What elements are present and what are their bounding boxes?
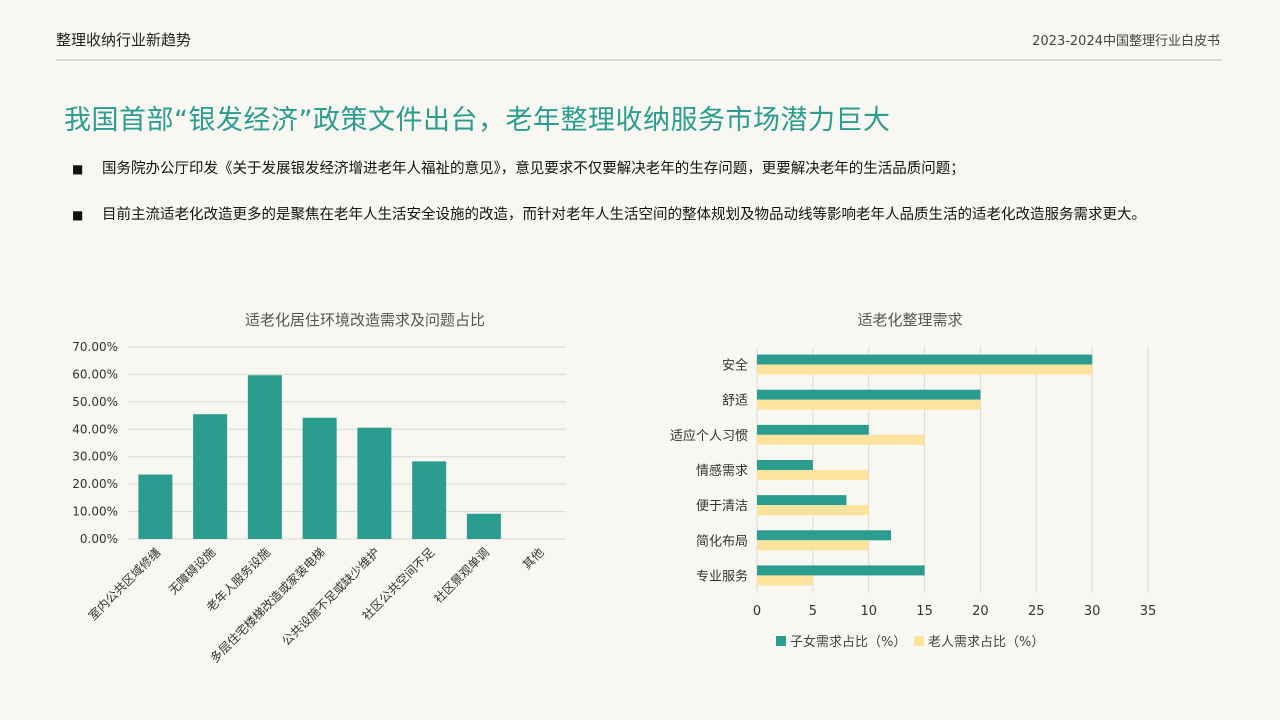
bar [138, 474, 173, 539]
bar [757, 399, 981, 410]
y-tick-label: 40.00% [72, 422, 118, 436]
chart-title-left: 适老化居住环境改造需求及问题占比 [244, 311, 485, 329]
legend-label: 老人需求占比（%） [928, 635, 1044, 650]
bar [757, 575, 813, 586]
y-tick-label: 50.00% [72, 395, 118, 409]
bar [757, 389, 981, 400]
bar [757, 530, 892, 541]
chart-title-right: 适老化整理需求 [857, 311, 963, 329]
page-title: 我国首部“银发经济”政策文件出台，老年整理收纳服务市场潜力巨大 [64, 105, 891, 136]
bullet-item: ■ 目前主流适老化改造更多的是聚焦在老年人生活安全设施的改造，而针对老年人生活空… [72, 203, 1172, 227]
bar [757, 460, 813, 470]
bar [412, 461, 447, 539]
x-tick-label: 15 [916, 604, 933, 619]
y-tick-label: 舒适 [722, 394, 748, 409]
x-tick-label: 0 [753, 604, 761, 619]
y-tick-label: 专业服务 [696, 568, 748, 584]
y-tick-label: 10.00% [72, 505, 118, 519]
bar [757, 354, 1093, 365]
bullet-square-icon: ■ [72, 162, 84, 176]
x-tick-label: 10 [860, 604, 877, 619]
y-tick-label: 便于清洁 [696, 499, 748, 514]
bar [757, 565, 925, 576]
y-tick-label: 安全 [722, 358, 748, 374]
bar [757, 434, 925, 445]
bar [757, 424, 869, 435]
y-tick-label: 30.00% [72, 450, 118, 464]
header-title: 整理收纳行业新趋势 [56, 31, 192, 49]
bullet-text: 国务院办公厅印发《关于发展银发经济增进老年人福祉的意见》，意见要求不仅要解决老年… [102, 161, 965, 177]
legend-swatch [776, 636, 786, 646]
bullet-item: ■ 国务院办公厅印发《关于发展银发经济增进老年人福祉的意见》，意见要求不仅要解决… [72, 157, 1172, 181]
bar [757, 540, 869, 551]
y-tick-label: 简化布局 [696, 533, 748, 549]
y-tick-label: 适应个人习惯 [670, 428, 748, 444]
bar [302, 417, 337, 539]
bar [247, 375, 282, 539]
y-tick-label: 情感需求 [696, 463, 748, 479]
x-tick-label: 30 [1084, 604, 1101, 619]
y-tick-label: 20.00% [72, 477, 118, 491]
bullet-text: 目前主流适老化改造更多的是聚焦在老年人生活安全设施的改造，而针对老年人生活空间的… [102, 207, 1146, 223]
y-tick-label: 0.00% [80, 532, 118, 546]
bar [193, 414, 228, 539]
bar [466, 513, 501, 539]
bullet-square-icon: ■ [72, 208, 84, 222]
bar [757, 470, 869, 480]
bar [757, 495, 847, 506]
y-tick-label: 60.00% [72, 367, 118, 381]
legend-swatch [914, 636, 924, 646]
y-tick-label: 70.00% [72, 340, 118, 354]
bar [757, 505, 869, 516]
header-report-name: 2023-2024中国整理行业白皮书 [1032, 34, 1220, 49]
bar [357, 427, 392, 539]
x-tick-label: 20 [972, 604, 989, 619]
bar [757, 364, 1093, 375]
legend-label: 子女需求占比（%） [790, 634, 906, 650]
x-tick-label: 25 [1028, 604, 1045, 619]
x-tick-label: 35 [1140, 604, 1157, 619]
header-divider [56, 59, 1222, 61]
x-tick-label: 5 [809, 604, 817, 619]
